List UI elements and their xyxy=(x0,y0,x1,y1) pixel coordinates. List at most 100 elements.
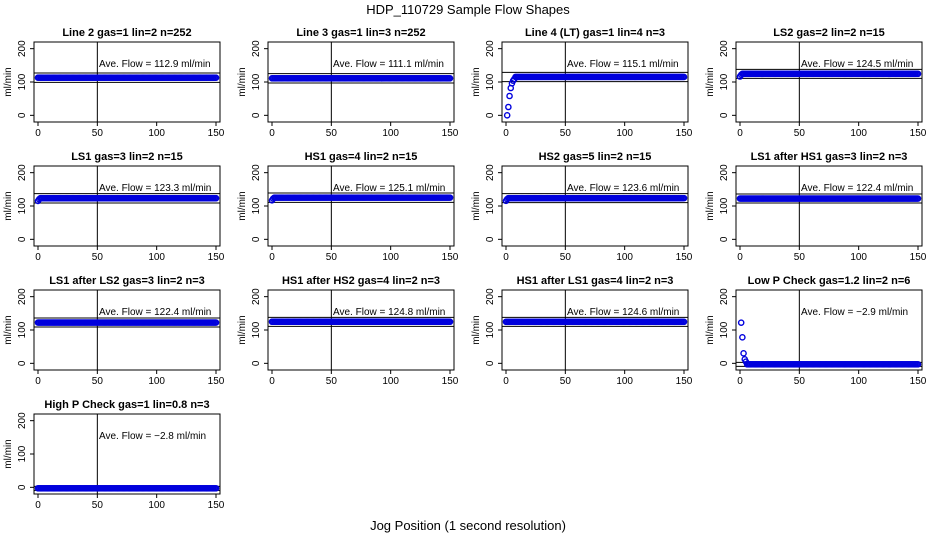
x-tick-label: 50 xyxy=(794,128,806,139)
panel-3: Line 4 (LT) gas=1 lin=4 n=3 0 50 100 150 0 100… xyxy=(471,27,693,139)
panel-title: Low P Check gas=1.2 lin=2 n=6 xyxy=(748,275,911,287)
x-tick-label: 0 xyxy=(269,376,275,387)
data-point xyxy=(737,319,745,326)
average-flow-annotation: Ave. Flow = 115.1 ml/min xyxy=(567,59,679,70)
x-tick-label: 0 xyxy=(35,128,41,139)
y-tick-label: 100 xyxy=(17,321,28,338)
y-tick-label: 100 xyxy=(251,197,262,214)
panel-title: HS2 gas=5 lin=2 n=15 xyxy=(539,151,652,163)
plot-frame xyxy=(33,165,221,247)
panel-title: LS1 after HS1 gas=3 lin=2 n=3 xyxy=(751,151,908,163)
x-tick-label: 50 xyxy=(92,376,104,387)
plot-frame xyxy=(267,165,455,247)
data-point xyxy=(740,350,747,357)
data-point xyxy=(680,318,688,326)
y-axis-label: ml/min xyxy=(237,191,248,220)
x-tick-label: 0 xyxy=(35,500,41,511)
y-tick-label: 100 xyxy=(485,197,496,214)
y-tick-label: 0 xyxy=(17,360,28,366)
data-point xyxy=(506,92,513,100)
x-tick-label: 50 xyxy=(794,252,806,263)
y-tick-label: 100 xyxy=(485,73,496,90)
x-tick-label: 0 xyxy=(35,376,41,387)
y-tick-label: 0 xyxy=(485,236,496,242)
y-tick-label: 200 xyxy=(17,40,28,57)
data-point xyxy=(446,318,454,326)
x-tick-label: 150 xyxy=(676,376,693,387)
average-flow-annotation: Ave. Flow = 111.1 ml/min xyxy=(333,59,444,70)
data-point xyxy=(914,195,922,202)
x-axis-label: Jog Position (1 second resolution) xyxy=(370,518,566,533)
y-axis-label: ml/min xyxy=(705,67,716,96)
x-tick-label: 100 xyxy=(850,128,867,139)
plot-frame xyxy=(501,165,689,247)
y-tick-label: 100 xyxy=(17,445,28,462)
chart-main-title: HDP_110729 Sample Flow Shapes xyxy=(366,2,570,17)
x-tick-label: 100 xyxy=(382,252,399,263)
x-tick-label: 100 xyxy=(382,376,399,387)
y-tick-label: 100 xyxy=(17,73,28,90)
x-tick-label: 150 xyxy=(676,128,693,139)
x-tick-label: 100 xyxy=(616,252,633,263)
data-point xyxy=(503,112,511,119)
y-tick-label: 200 xyxy=(251,164,262,181)
average-flow-annotation: Ave. Flow = 125.1 ml/min xyxy=(333,183,445,194)
y-tick-label: 100 xyxy=(251,73,262,90)
y-axis-label: ml/min xyxy=(705,191,716,220)
x-tick-label: 150 xyxy=(208,376,225,387)
x-tick-label: 100 xyxy=(148,500,165,511)
y-tick-label: 200 xyxy=(719,164,730,181)
x-tick-label: 150 xyxy=(208,500,225,511)
panel-6: HS1 gas=4 lin=2 n=15 0 50 100 150 0 100 200ml/m… xyxy=(237,151,459,263)
y-axis-label: ml/min xyxy=(237,315,248,344)
data-point xyxy=(914,360,922,368)
panel-4: LS2 gas=2 lin=2 n=15 0 50 100 150 0 100 200ml/m… xyxy=(705,27,927,139)
y-axis-label: ml/min xyxy=(3,191,14,220)
x-tick-label: 50 xyxy=(92,128,104,139)
y-tick-label: 200 xyxy=(719,288,730,305)
y-tick-label: 0 xyxy=(17,236,28,242)
x-tick-label: 0 xyxy=(503,128,509,139)
panel-1: Line 2 gas=1 lin=2 n=252 0 50 100 150 0 100 200… xyxy=(3,27,225,139)
x-tick-label: 150 xyxy=(442,128,459,139)
panel-title: Line 3 gas=1 lin=3 n=252 xyxy=(296,27,425,39)
average-flow-annotation: Ave. Flow = −2.9 ml/min xyxy=(801,307,908,318)
y-tick-label: 200 xyxy=(719,40,730,57)
panel-title: Line 4 (LT) gas=1 lin=4 n=3 xyxy=(525,27,665,39)
y-tick-label: 0 xyxy=(251,360,262,366)
y-tick-label: 0 xyxy=(485,360,496,366)
y-tick-label: 200 xyxy=(251,288,262,305)
y-tick-label: 200 xyxy=(485,40,496,57)
average-flow-annotation: Ave. Flow = 124.5 ml/min xyxy=(801,59,913,70)
y-axis-label: ml/min xyxy=(237,67,248,96)
panel-7: HS2 gas=5 lin=2 n=15 0 50 100 150 0 100 200ml/m… xyxy=(471,151,693,263)
y-tick-label: 200 xyxy=(17,288,28,305)
x-tick-label: 100 xyxy=(382,128,399,139)
y-tick-label: 200 xyxy=(251,40,262,57)
panel-title: LS1 gas=3 lin=2 n=15 xyxy=(71,151,183,163)
x-tick-label: 100 xyxy=(616,128,633,139)
panel-title: LS2 gas=2 lin=2 n=15 xyxy=(773,27,885,39)
panel-13: High P Check gas=1 lin=0.8 n=3 0 50 100 150 0… xyxy=(3,399,225,511)
plot-frame xyxy=(33,289,221,371)
panel-2: Line 3 gas=1 lin=3 n=252 0 50 100 150 0 100 200… xyxy=(237,27,459,139)
plot-frame xyxy=(33,413,221,495)
y-axis-label: ml/min xyxy=(471,315,482,344)
average-flow-annotation: Ave. Flow = −2.8 ml/min xyxy=(99,431,206,442)
y-tick-label: 100 xyxy=(719,197,730,214)
y-tick-label: 0 xyxy=(719,360,730,366)
y-tick-label: 100 xyxy=(719,321,730,338)
x-tick-label: 50 xyxy=(326,128,338,139)
y-tick-label: 100 xyxy=(251,321,262,338)
y-tick-label: 0 xyxy=(485,112,496,118)
panel-title: HS1 after LS1 gas=4 lin=2 n=3 xyxy=(517,275,674,287)
panel-title: LS1 after LS2 gas=3 lin=2 n=3 xyxy=(49,275,205,287)
y-axis-label: ml/min xyxy=(705,315,716,344)
data-point xyxy=(680,194,688,202)
average-flow-annotation: Ave. Flow = 112.9 ml/min xyxy=(99,59,211,70)
x-tick-label: 50 xyxy=(560,252,572,263)
x-tick-label: 50 xyxy=(326,376,338,387)
average-flow-annotation: Ave. Flow = 122.4 ml/min xyxy=(801,183,913,194)
y-tick-label: 200 xyxy=(17,412,28,429)
